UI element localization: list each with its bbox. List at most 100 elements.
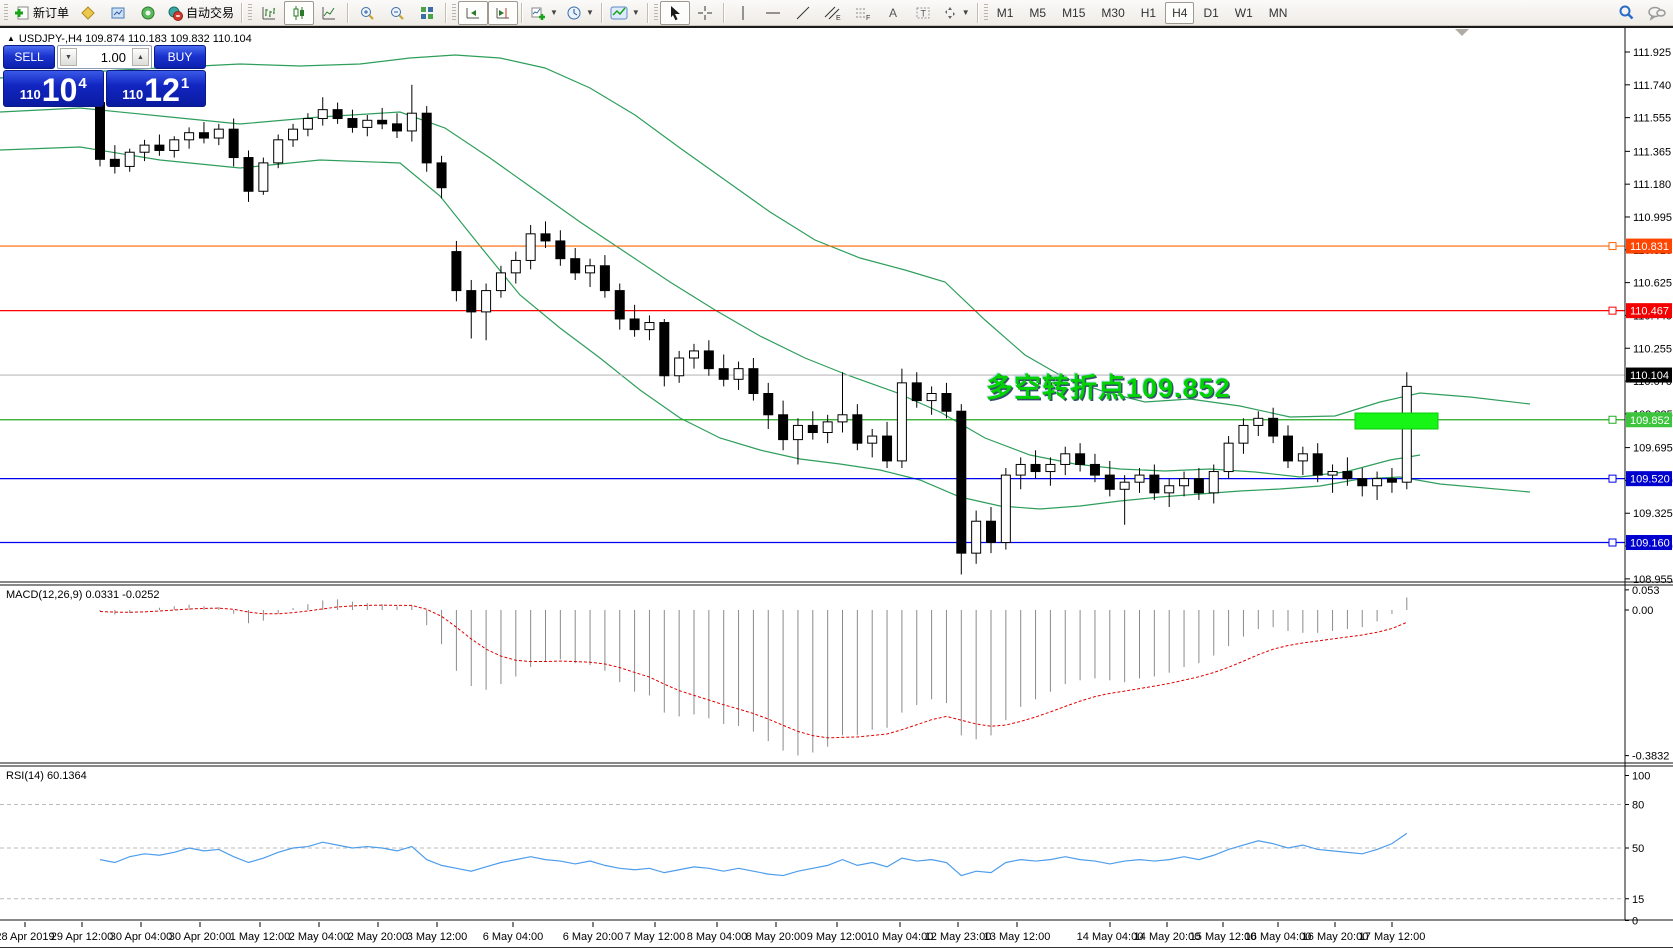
bollinger-middle-band (0, 107, 1421, 478)
candle-bear (1342, 471, 1353, 480)
quotes-icon (81, 5, 95, 20)
chat-button[interactable] (1641, 1, 1671, 25)
price-tick-label: 109.695 (1633, 443, 1673, 455)
buy-button[interactable]: BUY (154, 45, 206, 69)
text-icon: A (889, 6, 897, 20)
candle-bull (792, 424, 803, 441)
horizontal-line-tool[interactable] (758, 1, 788, 25)
arrows-caret: ▼ (961, 8, 970, 17)
tile-windows-button[interactable] (412, 1, 442, 25)
volume-spinner: ▼ 1.00 ▲ (57, 45, 152, 69)
crosshair-button[interactable] (690, 1, 720, 25)
timeframe-button-MN[interactable]: MN (1268, 5, 1288, 20)
auto-scroll-icon (466, 7, 480, 18)
timeframe-button-H1[interactable]: H1 (1140, 5, 1157, 20)
autotrading-button[interactable]: 自动交易 (163, 1, 238, 25)
search-button[interactable] (1611, 1, 1641, 25)
price-badge-label: 109.520 (1630, 474, 1670, 486)
candle-bear (986, 520, 996, 544)
bar-chart-button[interactable] (254, 1, 284, 25)
candle-bear (748, 368, 759, 394)
symbol-info-bar[interactable]: ▲ USDJPY-,H4 109.874 110.183 109.832 110.… (7, 33, 252, 45)
level-handle-110.831 (1608, 242, 1617, 251)
candle-bull (510, 259, 521, 274)
candle-bear (436, 162, 447, 189)
timeframe-button-M5[interactable]: M5 (1029, 5, 1047, 20)
candle-bull (495, 272, 506, 292)
indicators-button[interactable]: ▼ (606, 1, 644, 25)
toolbar-drag-handle[interactable] (4, 3, 8, 22)
text-label-tool[interactable]: T (908, 1, 938, 25)
channel-icon: E (824, 6, 841, 21)
level-handle-110.467 (1608, 306, 1617, 315)
candle-bull (837, 414, 848, 423)
vertical-line-tool[interactable] (728, 1, 758, 25)
signals-button[interactable] (133, 1, 163, 25)
chart-shift-button[interactable] (488, 0, 519, 25)
candle-bull (689, 350, 699, 359)
profiles-clock-icon (567, 6, 581, 19)
arrows-tool[interactable]: ▼ (938, 1, 974, 25)
quotes-button[interactable] (73, 1, 103, 25)
price-tick-label: 111.555 (1633, 113, 1671, 125)
trendline-tool[interactable] (788, 1, 818, 25)
bollinger-lower-band (0, 146, 1531, 510)
new-chart-caret: ▼ (550, 8, 558, 17)
candle-bull (644, 322, 655, 331)
fibonacci-tool[interactable]: F (848, 1, 878, 25)
timeframe-button-W1[interactable]: W1 (1234, 5, 1253, 20)
auto-scroll-button[interactable] (458, 0, 489, 25)
chart-list-button[interactable] (103, 1, 133, 25)
new-chart-button[interactable]: ▼ (526, 1, 562, 25)
cursor-button[interactable] (659, 0, 690, 25)
equidistant-channel-tool[interactable]: E (818, 1, 848, 25)
new-order-button[interactable]: 新订单 (10, 1, 73, 25)
candle-bull (169, 139, 180, 151)
candle-bear (243, 157, 254, 192)
candle-bear (1283, 435, 1293, 462)
price-badge-110.467 (1626, 303, 1672, 319)
time-tick-label: 12 May 23:00 (925, 931, 992, 943)
time-tick-label: 6 May 20:00 (563, 931, 624, 943)
candle-bull (926, 392, 937, 402)
time-tick-label: 28 Apr 2019 (0, 931, 55, 943)
timeframe-button-D1[interactable]: D1 (1203, 5, 1219, 20)
collapse-triangle-icon[interactable]: ▲ (7, 34, 15, 43)
candle-bull (1223, 442, 1234, 473)
sell-price-tile[interactable]: 110 10 4 (3, 70, 104, 107)
sell-button[interactable]: SELL (3, 45, 55, 69)
level-handle-109.160 (1608, 538, 1617, 547)
profiles-button[interactable]: ▼ (562, 1, 598, 25)
time-tick-label: 13 May 12:00 (984, 931, 1051, 943)
volume-decrease-button[interactable]: ▼ (60, 48, 77, 66)
chart-list-icon (111, 7, 125, 18)
candle-bear (629, 318, 640, 331)
zoom-out-button[interactable] (382, 1, 412, 25)
candle-bear (1268, 417, 1279, 437)
candle-bull (1401, 385, 1412, 483)
text-tool[interactable]: A (878, 1, 908, 25)
price-tick-label: 111.925 (1633, 47, 1671, 59)
timeframe-button-M1[interactable]: M1 (996, 5, 1014, 20)
timeframe-button-M30[interactable]: M30 (1101, 5, 1125, 20)
chart-shift-icon (496, 7, 510, 18)
level-handle-109.520 (1608, 474, 1617, 483)
time-tick-label: 29 Apr 12:00 (51, 931, 113, 943)
candle-bull (1045, 463, 1056, 473)
volume-input[interactable]: 1.00 (100, 49, 126, 65)
rsi-tick-label: 100 (1632, 771, 1650, 783)
candlestick-chart-button[interactable] (284, 0, 315, 25)
zoom-in-button[interactable] (352, 1, 382, 25)
svg-text:F: F (866, 15, 870, 21)
macd-signal-line (99, 604, 1407, 739)
candle-bear (852, 414, 863, 444)
line-chart-button[interactable] (314, 1, 344, 25)
buy-price-tile[interactable]: 110 12 1 (105, 70, 206, 107)
bollinger-upper-band (0, 54, 1531, 418)
volume-increase-button[interactable]: ▲ (132, 48, 149, 66)
candle-bull (867, 435, 878, 444)
timeframe-button-M15[interactable]: M15 (1062, 5, 1086, 20)
timeframe-button-H4[interactable]: H4 (1165, 1, 1195, 24)
candle-bull (1208, 471, 1219, 494)
